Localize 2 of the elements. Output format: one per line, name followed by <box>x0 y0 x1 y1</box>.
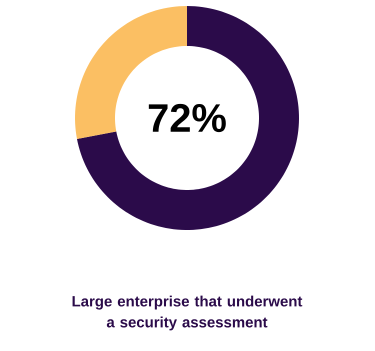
text: Large enterprise that underwent a security assessment <box>72 296 302 330</box>
data-label: 72% <box>148 104 226 132</box>
